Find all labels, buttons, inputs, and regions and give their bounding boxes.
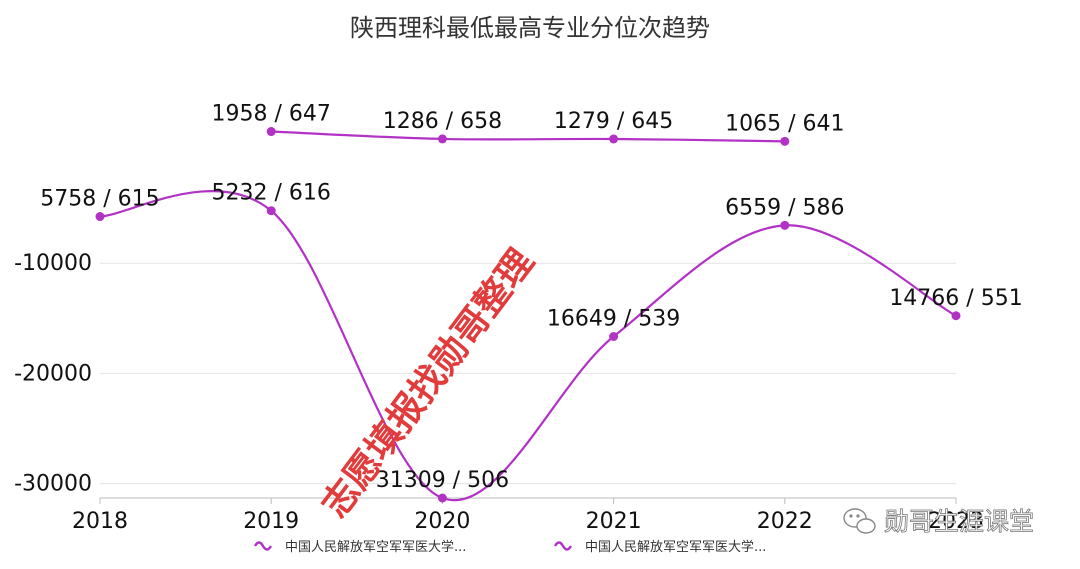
brand-text: 勋哥生涯课堂 — [884, 507, 1034, 536]
x-tick-label: 2023 — [928, 509, 984, 534]
data-point — [609, 331, 619, 341]
series-layer — [95, 127, 961, 503]
x-tick-label: 2019 — [243, 509, 299, 534]
wechat-icon — [843, 508, 876, 534]
data-label: 1279 / 645 — [554, 109, 673, 134]
data-label: 1286 / 658 — [383, 109, 502, 134]
data-point — [266, 206, 276, 216]
data-label: 1958 / 647 — [212, 102, 331, 127]
legend-swatch — [553, 541, 573, 551]
series-line-1 — [271, 130, 785, 143]
data-label: 6559 / 586 — [725, 195, 844, 220]
data-label: 31309 / 506 — [376, 468, 509, 493]
legend-label: 中国人民解放军空军军医大学... — [285, 539, 466, 555]
data-point — [780, 136, 790, 146]
data-point — [95, 212, 105, 222]
x-tick-label: 2018 — [72, 509, 128, 534]
data-point — [437, 134, 447, 144]
legend-label: 中国人民解放军空军军医大学... — [585, 539, 766, 555]
y-axis: -10000 -20000 -30000 — [14, 251, 92, 496]
brand-badge: 勋哥生涯课堂 — [843, 507, 1034, 536]
y-tick-label: -30000 — [14, 472, 92, 497]
legend-swatch — [253, 541, 273, 551]
data-label: 16649 / 539 — [547, 306, 680, 331]
data-point — [951, 311, 961, 321]
x-tick-label: 2021 — [586, 509, 642, 534]
series-line-2 — [99, 190, 957, 502]
legend[interactable]: 中国人民解放军空军军医大学... 中国人民解放军空军军医大学... — [253, 539, 766, 555]
data-point — [437, 493, 447, 503]
data-point — [609, 134, 619, 144]
grid-lines — [100, 262, 956, 485]
data-label: 1065 / 641 — [725, 111, 844, 136]
chart-title: 陕西理科最低最高专业分位次趋势 — [350, 14, 710, 42]
y-tick-label: -20000 — [14, 361, 92, 386]
x-axis: 2018 2019 2020 2021 2022 2023 — [72, 497, 984, 534]
legend-item[interactable]: 中国人民解放军空军军医大学... — [253, 539, 466, 555]
data-label: 14766 / 551 — [889, 286, 1022, 311]
data-point — [266, 127, 276, 137]
data-labels: 1958 / 647 1286 / 658 1279 / 645 1065 / 641… — [40, 102, 1022, 493]
x-tick-label: 2022 — [757, 509, 813, 534]
data-label: 5232 / 616 — [212, 181, 331, 206]
data-label: 5758 / 615 — [40, 187, 159, 212]
legend-item[interactable]: 中国人民解放军空军军医大学... — [553, 539, 766, 555]
data-point — [780, 220, 790, 230]
y-tick-label: -10000 — [14, 251, 92, 276]
x-tick-label: 2020 — [414, 509, 470, 534]
